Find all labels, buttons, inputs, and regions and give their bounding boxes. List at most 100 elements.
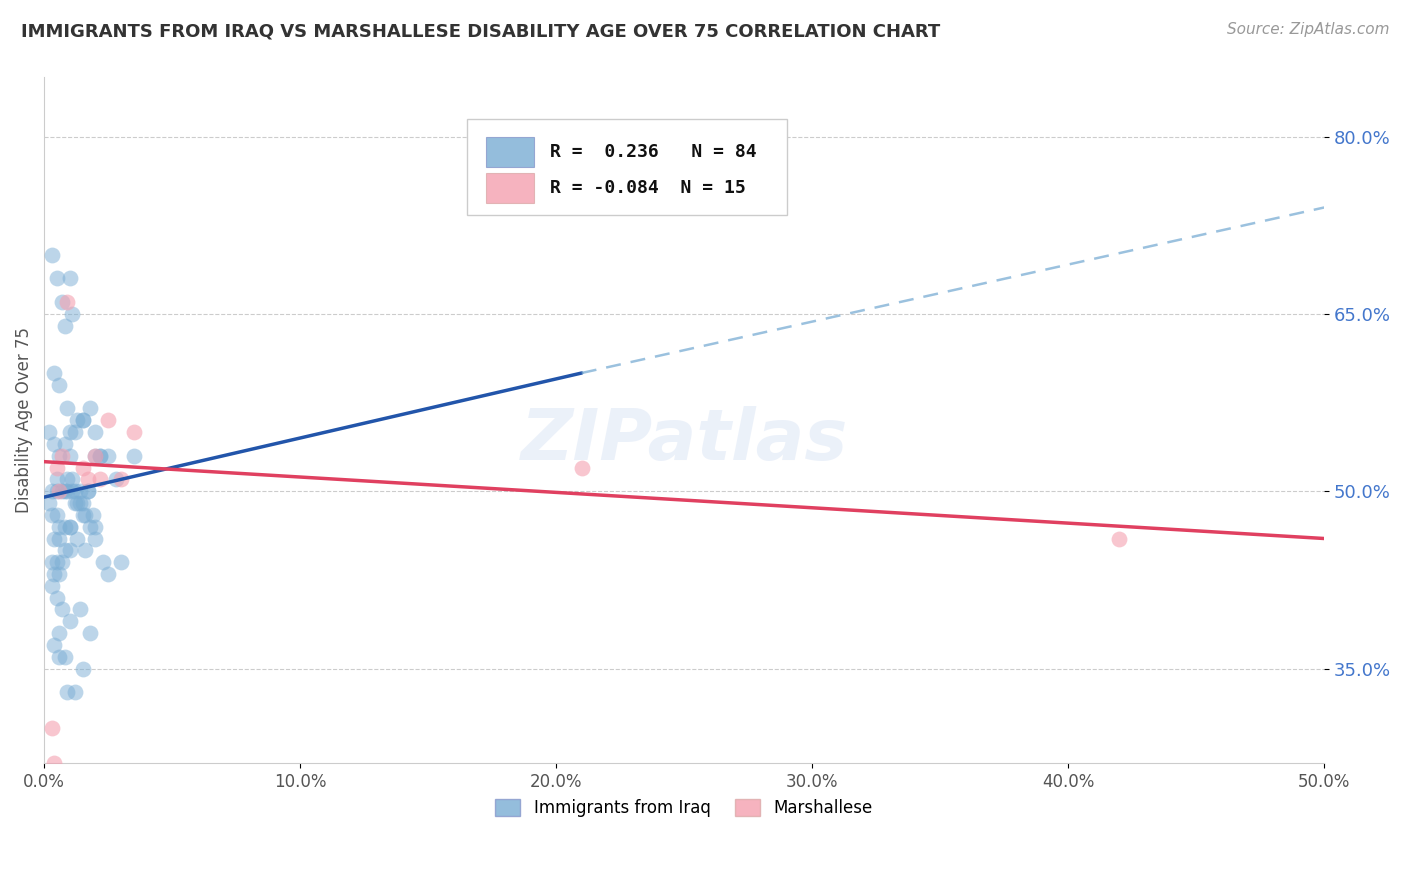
Point: [45, 591, 67, 605]
Point: [53, 519, 76, 533]
Point: [97, 449, 120, 463]
Point: [72, 496, 94, 510]
Point: [38, 496, 60, 510]
Point: [44, 566, 66, 581]
Point: [69, 496, 91, 510]
Point: [48, 626, 70, 640]
Point: [110, 472, 132, 486]
Point: [38, 425, 60, 439]
Point: [66, 532, 89, 546]
Point: [60, 472, 83, 486]
Point: [44, 366, 66, 380]
Point: [84, 519, 107, 533]
Point: [59, 614, 82, 628]
Point: [51, 449, 73, 463]
Point: [48, 519, 70, 533]
Point: [45, 460, 67, 475]
Text: Source: ZipAtlas.com: Source: ZipAtlas.com: [1226, 22, 1389, 37]
Point: [48, 449, 70, 463]
Point: [79, 519, 101, 533]
Y-axis label: Disability Age Over 75: Disability Age Over 75: [15, 327, 32, 513]
Point: [75, 543, 97, 558]
Point: [48, 532, 70, 546]
Point: [44, 638, 66, 652]
Point: [79, 401, 101, 416]
Point: [82, 508, 104, 522]
Text: IMMIGRANTS FROM IRAQ VS MARSHALLESE DISABILITY AGE OVER 75 CORRELATION CHART: IMMIGRANTS FROM IRAQ VS MARSHALLESE DISA…: [21, 22, 941, 40]
Point: [63, 425, 86, 439]
Point: [104, 472, 127, 486]
Point: [72, 460, 94, 475]
Point: [72, 661, 94, 675]
Point: [63, 496, 86, 510]
Point: [56, 685, 79, 699]
Point: [48, 377, 70, 392]
Point: [59, 449, 82, 463]
Point: [63, 484, 86, 499]
Point: [45, 555, 67, 569]
Point: [59, 271, 82, 285]
Point: [45, 472, 67, 486]
Point: [53, 318, 76, 333]
Point: [41, 508, 63, 522]
Point: [53, 484, 76, 499]
Point: [60, 484, 83, 499]
Point: [1108, 532, 1130, 546]
Point: [76, 484, 98, 499]
Point: [122, 425, 145, 439]
Point: [44, 756, 66, 771]
Point: [56, 295, 79, 310]
Point: [56, 401, 79, 416]
Point: [48, 649, 70, 664]
Point: [59, 425, 82, 439]
Point: [51, 484, 73, 499]
Point: [48, 566, 70, 581]
Point: [63, 685, 86, 699]
Point: [122, 449, 145, 463]
Point: [84, 532, 107, 546]
Point: [45, 271, 67, 285]
Point: [51, 602, 73, 616]
Point: [75, 508, 97, 522]
Text: R =  0.236   N = 84: R = 0.236 N = 84: [550, 144, 756, 161]
Point: [76, 484, 98, 499]
Point: [79, 626, 101, 640]
Point: [45, 508, 67, 522]
Point: [84, 449, 107, 463]
Point: [72, 413, 94, 427]
Point: [51, 555, 73, 569]
Text: ZIPatlas: ZIPatlas: [520, 407, 848, 475]
Point: [59, 543, 82, 558]
Point: [72, 508, 94, 522]
Point: [72, 413, 94, 427]
Point: [89, 449, 111, 463]
Point: [56, 484, 79, 499]
Point: [91, 555, 114, 569]
Point: [41, 484, 63, 499]
Point: [53, 649, 76, 664]
Point: [41, 248, 63, 262]
Point: [66, 496, 89, 510]
Point: [44, 437, 66, 451]
Point: [41, 579, 63, 593]
Point: [84, 449, 107, 463]
Point: [59, 519, 82, 533]
Point: [60, 307, 83, 321]
Bar: [485, 173, 534, 202]
Point: [89, 472, 111, 486]
Point: [89, 449, 111, 463]
Point: [44, 532, 66, 546]
Point: [51, 295, 73, 310]
Text: R = -0.084  N = 15: R = -0.084 N = 15: [550, 178, 745, 197]
Point: [41, 555, 63, 569]
Legend: Immigrants from Iraq, Marshallese: Immigrants from Iraq, Marshallese: [488, 792, 880, 823]
Point: [48, 484, 70, 499]
Point: [41, 721, 63, 735]
FancyBboxPatch shape: [467, 119, 786, 215]
Point: [97, 566, 120, 581]
Point: [45, 484, 67, 499]
Point: [76, 472, 98, 486]
Point: [84, 425, 107, 439]
Point: [59, 519, 82, 533]
Point: [69, 484, 91, 499]
